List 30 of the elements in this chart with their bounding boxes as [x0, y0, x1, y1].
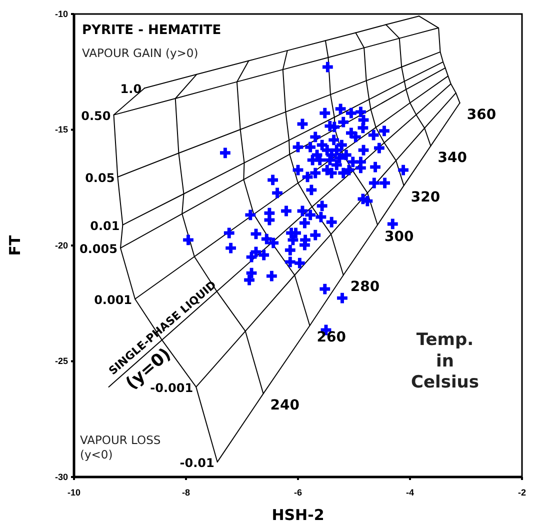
- annotation: VAPOUR LOSS (y<0): [80, 433, 161, 462]
- annotation: 0.001: [94, 292, 132, 307]
- annotation: VAPOUR GAIN (y>0): [82, 46, 198, 60]
- annotation: 300: [384, 228, 414, 245]
- y-tick-label: -20: [54, 240, 68, 250]
- annotation: 240: [270, 398, 300, 414]
- annotation: 0.01: [90, 218, 120, 233]
- annotation: 340: [438, 150, 468, 166]
- annotation: 260: [316, 330, 346, 346]
- x-axis-title: HSH-2: [272, 506, 324, 524]
- annotation: 0.005: [80, 242, 118, 256]
- y-tick-label: -15: [54, 124, 68, 135]
- annotation: -0.01: [180, 456, 214, 470]
- annotation: 0.05: [85, 170, 115, 185]
- annotation: 280: [350, 279, 380, 296]
- annotation: 1.0: [120, 82, 142, 96]
- x-tick-label: -10: [67, 488, 81, 498]
- text: PYRITE - HEMATITE: [82, 23, 222, 38]
- x-tick-label: -8: [182, 488, 190, 498]
- x-tick-label: -6: [294, 488, 302, 498]
- annotation: 360: [466, 106, 496, 123]
- y-tick-label: -25: [54, 356, 68, 366]
- annotation: 320: [410, 190, 440, 206]
- annotation: Temp. in Celsius: [411, 330, 479, 392]
- y-tick-label: -10: [54, 8, 68, 19]
- annotation: 0.50: [81, 108, 111, 123]
- x-tick-label: -2: [518, 488, 526, 498]
- y-axis-title: FT: [6, 234, 24, 256]
- x-tick-label: -4: [406, 488, 414, 498]
- y-tick-label: -30: [54, 472, 68, 482]
